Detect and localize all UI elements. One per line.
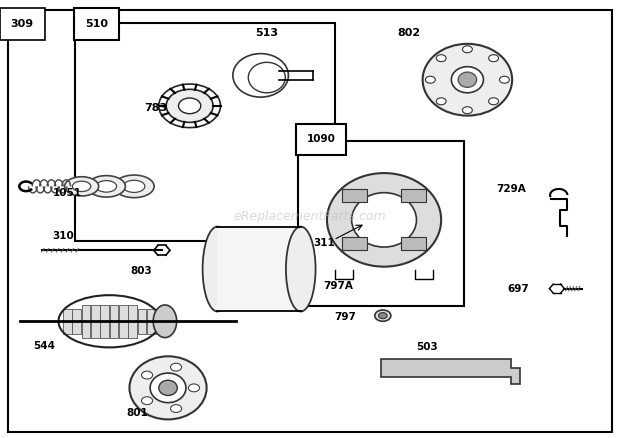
Bar: [73, 309, 81, 334]
FancyBboxPatch shape: [76, 23, 335, 241]
Text: 310: 310: [52, 231, 74, 241]
Ellipse shape: [73, 181, 91, 191]
Bar: [63, 309, 72, 334]
Text: 802: 802: [397, 28, 420, 39]
Bar: [342, 189, 367, 202]
Ellipse shape: [286, 226, 316, 311]
Text: 544: 544: [33, 341, 56, 351]
Ellipse shape: [153, 305, 177, 338]
Circle shape: [375, 310, 391, 321]
Circle shape: [489, 98, 498, 105]
Circle shape: [141, 397, 153, 405]
Bar: [91, 305, 100, 338]
Circle shape: [500, 76, 510, 83]
Circle shape: [436, 55, 446, 62]
Bar: [128, 305, 137, 338]
Circle shape: [379, 313, 387, 319]
Text: 729A: 729A: [496, 184, 526, 194]
Text: 1051: 1051: [53, 188, 82, 198]
Ellipse shape: [352, 193, 417, 247]
Ellipse shape: [159, 380, 177, 396]
Circle shape: [436, 98, 446, 105]
Bar: [110, 305, 118, 338]
FancyBboxPatch shape: [298, 141, 464, 306]
Text: 510: 510: [85, 19, 108, 29]
Circle shape: [179, 98, 201, 114]
Ellipse shape: [150, 373, 186, 403]
Ellipse shape: [327, 173, 441, 267]
FancyBboxPatch shape: [7, 10, 613, 432]
Circle shape: [463, 46, 472, 53]
Ellipse shape: [458, 72, 477, 87]
Text: 697: 697: [507, 284, 529, 293]
Text: 783: 783: [144, 103, 167, 113]
Circle shape: [463, 107, 472, 114]
Ellipse shape: [64, 177, 99, 196]
Bar: [218, 226, 301, 311]
Text: eReplacementParts.com: eReplacementParts.com: [234, 210, 386, 223]
Circle shape: [166, 89, 213, 122]
Circle shape: [489, 55, 498, 62]
Circle shape: [141, 371, 153, 379]
Ellipse shape: [87, 176, 125, 197]
Ellipse shape: [423, 44, 512, 116]
Text: 797A: 797A: [323, 282, 353, 291]
Bar: [147, 309, 156, 334]
Circle shape: [425, 76, 435, 83]
Bar: [119, 305, 128, 338]
Text: 797: 797: [334, 312, 356, 322]
Text: 801: 801: [126, 408, 148, 418]
Circle shape: [188, 384, 200, 392]
Polygon shape: [381, 359, 520, 385]
Text: 513: 513: [255, 28, 278, 39]
Text: 311: 311: [313, 238, 335, 248]
Circle shape: [170, 363, 182, 371]
Text: 803: 803: [131, 266, 153, 276]
Ellipse shape: [130, 356, 206, 420]
Text: 309: 309: [11, 19, 33, 29]
Text: 503: 503: [417, 342, 438, 352]
Ellipse shape: [114, 175, 154, 198]
Bar: [138, 309, 146, 334]
Bar: [100, 305, 109, 338]
Circle shape: [170, 405, 182, 413]
Bar: [401, 237, 426, 251]
Ellipse shape: [96, 180, 117, 192]
Bar: [401, 189, 426, 202]
Bar: [82, 305, 91, 338]
Ellipse shape: [451, 67, 484, 93]
Ellipse shape: [203, 226, 232, 311]
Bar: [342, 237, 367, 251]
Text: 1090: 1090: [307, 134, 336, 144]
Ellipse shape: [123, 180, 145, 192]
